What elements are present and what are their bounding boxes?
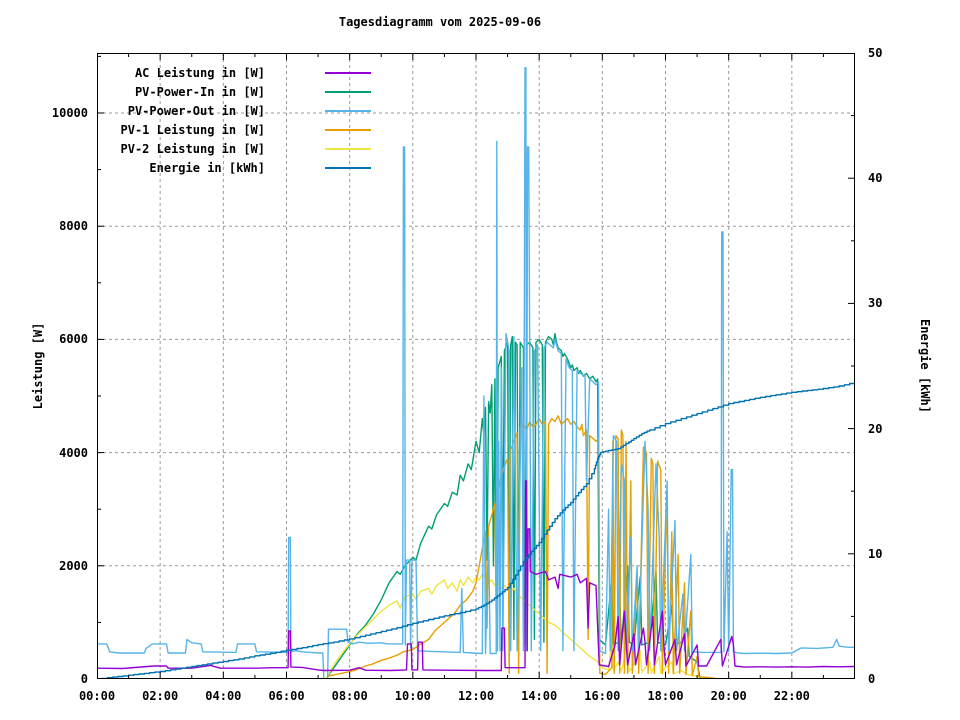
legend-line-sample (325, 109, 371, 112)
legend-line-sample (325, 71, 371, 74)
legend-label: Energie in [kWh] (149, 160, 265, 175)
x-tick-label: 14:00 (521, 689, 558, 703)
x-tick-label: 06:00 (268, 689, 305, 703)
series-line-energie-in-kwh- (97, 382, 855, 679)
right-tick-label: 20 (868, 421, 883, 436)
right-axis-label: Energie [kWh] (918, 319, 932, 413)
legend-line-sample (325, 128, 371, 131)
legend-line-sample (325, 90, 371, 93)
legend-label: PV-Power-Out in [W] (127, 103, 265, 118)
series-line-ac-leistung-in-w- (97, 480, 855, 672)
x-tick-label: 12:00 (457, 689, 495, 703)
series-line-pv-power-out-in-w- (97, 67, 855, 679)
legend-line-sample (325, 147, 371, 150)
legend-label: PV-Power-In in [W] (134, 84, 265, 99)
right-tick-label: 40 (868, 171, 883, 186)
legend-label: AC Leistung in [W] (134, 65, 265, 80)
x-tick-label: 16:00 (584, 689, 621, 703)
legend-line-sample (325, 166, 371, 169)
legend-item-pv-power-in: PV-Power-In in [W] (100, 82, 371, 101)
x-tick-label: 18:00 (647, 689, 684, 703)
right-tick-label: 0 (868, 672, 876, 686)
legend-label: PV-2 Leistung in [W] (120, 141, 266, 156)
legend-item-pv-2-leistung: PV-2 Leistung in [W] (100, 139, 371, 158)
x-tick-label: 20:00 (710, 689, 747, 703)
plot-area (97, 53, 855, 679)
legend-label: PV-1 Leistung in [W] (120, 122, 266, 137)
legend-item-ac-leistung: AC Leistung in [W] (100, 63, 371, 82)
x-tick-label: 08:00 (331, 689, 368, 703)
x-tick-label: 22:00 (773, 689, 810, 703)
right-tick-label: 50 (868, 46, 883, 60)
left-tick-label: 2000 (59, 558, 88, 573)
legend: AC Leistung in [W] PV-Power-In in [W] PV… (100, 63, 371, 177)
left-tick-label: 4000 (59, 445, 88, 460)
x-tick-label: 00:00 (78, 689, 116, 703)
plot-border (97, 53, 855, 679)
left-tick-label: 8000 (59, 219, 88, 234)
x-tick-label: 04:00 (205, 689, 242, 703)
right-tick-label: 30 (868, 296, 883, 311)
left-tick-label: 0 (80, 672, 88, 686)
chart-title: Tagesdiagramm vom 2025-09-06 (338, 15, 542, 29)
legend-item-energie: Energie in [kWh] (100, 158, 371, 177)
chart-canvas (97, 53, 855, 679)
legend-item-pv-power-out: PV-Power-Out in [W] (100, 101, 371, 120)
left-tick-label: 10000 (51, 105, 88, 120)
x-tick-label: 02:00 (142, 689, 179, 703)
right-tick-label: 10 (868, 546, 883, 561)
legend-item-pv-1-leistung: PV-1 Leistung in [W] (100, 120, 371, 139)
left-tick-label: 6000 (59, 332, 88, 347)
x-tick-label: 10:00 (394, 689, 431, 703)
